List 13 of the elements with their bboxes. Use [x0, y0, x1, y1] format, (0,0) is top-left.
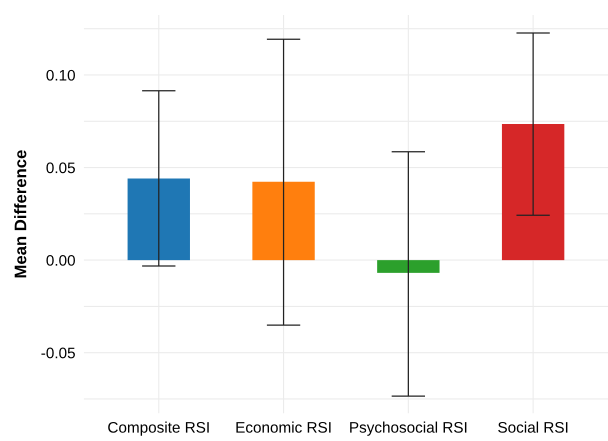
y-axis-title: Mean Difference — [14, 150, 26, 278]
bar — [252, 182, 315, 260]
y-tick-label: 0.05 — [46, 162, 75, 174]
y-tick-label: 0.00 — [46, 254, 75, 266]
y-tick-label: -0.05 — [41, 348, 75, 358]
x-tick-label: Economic RSI — [236, 422, 331, 433]
bar — [377, 260, 440, 273]
bar — [502, 124, 564, 260]
x-tick-label: Psychosocial RSI — [350, 422, 466, 436]
bar — [128, 178, 190, 260]
y-tick-label: 0.10 — [46, 70, 75, 81]
x-tick-label: Social RSI — [498, 422, 568, 433]
x-tick-label: Composite RSI — [108, 422, 209, 436]
